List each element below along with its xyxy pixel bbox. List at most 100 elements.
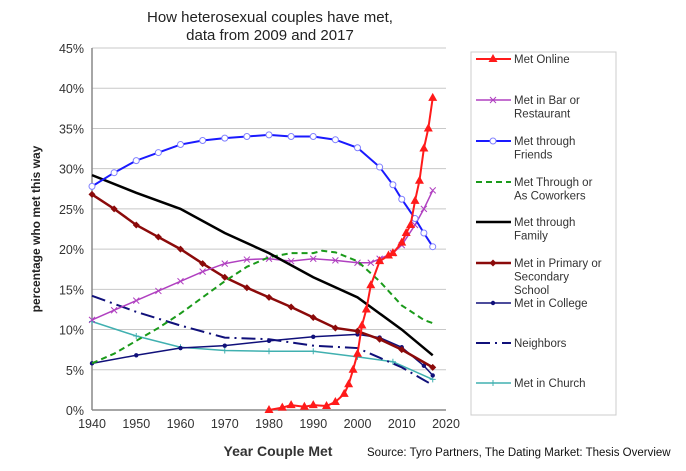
- data-point: [398, 195, 406, 203]
- data-point: [490, 300, 496, 306]
- data-point: [489, 259, 497, 267]
- data-point: [221, 347, 228, 354]
- data-point: [265, 255, 273, 263]
- y-tick-label: 30%: [59, 163, 84, 177]
- data-point: [330, 396, 340, 405]
- data-point: [265, 131, 273, 139]
- data-point: [332, 257, 339, 264]
- series-met-in-bar-or-restaurant: [88, 187, 437, 324]
- y-tick-label: 10%: [59, 324, 84, 338]
- data-point: [354, 144, 361, 152]
- data-point: [178, 345, 183, 351]
- legend-label: Met in College: [514, 298, 588, 310]
- data-point: [406, 219, 416, 228]
- data-point: [110, 169, 118, 177]
- data-point: [132, 297, 140, 304]
- data-point: [177, 245, 184, 253]
- x-tick-label: 2000: [344, 417, 372, 431]
- data-point: [489, 137, 497, 145]
- data-point: [348, 364, 358, 373]
- data-point: [430, 373, 435, 378]
- data-point: [376, 335, 384, 343]
- legend-label: Met in Bar or: [514, 95, 580, 107]
- x-tick-label: 1970: [211, 417, 239, 431]
- series-line: [91, 193, 434, 369]
- legend-item: Neighbors: [476, 338, 567, 350]
- data-point: [311, 334, 316, 339]
- y-tick-label: 45%: [59, 42, 84, 56]
- data-point: [133, 332, 140, 339]
- y-tick-label: 20%: [59, 243, 84, 257]
- chart-title-line-1: How heterosexual couples have met,: [147, 9, 393, 26]
- data-point: [110, 306, 118, 314]
- series-group: [88, 92, 438, 413]
- data-point: [310, 348, 317, 355]
- data-point: [429, 187, 437, 194]
- legend-label: Friends: [514, 150, 553, 162]
- legend: Met Online Met in Bar or Restaurant Met thr…: [476, 54, 602, 390]
- legend-label: School: [514, 285, 549, 297]
- series-met-in-church: [89, 318, 436, 383]
- series-met-in-primary-or-secondary-school: [88, 190, 437, 371]
- data-point: [353, 348, 362, 357]
- data-point: [155, 287, 162, 295]
- data-point: [357, 320, 367, 329]
- data-point: [490, 380, 496, 386]
- y-tick-label: 0%: [66, 404, 84, 418]
- data-point: [339, 388, 349, 397]
- data-point: [221, 134, 229, 142]
- legend-item: Met Online: [476, 54, 570, 66]
- data-point: [266, 348, 272, 355]
- data-point: [410, 195, 420, 204]
- data-point: [287, 303, 295, 311]
- data-point: [154, 149, 162, 157]
- data-point: [309, 132, 317, 140]
- x-axis-ticks: 1940 1950 1960 1970 1980 1990 2000 2010 2020: [78, 417, 460, 431]
- legend-box: [470, 51, 617, 416]
- data-point: [331, 324, 339, 332]
- data-point: [421, 363, 427, 368]
- y-tick-label: 25%: [59, 203, 84, 217]
- x-tick-label: 1980: [255, 417, 283, 431]
- legend-label: Restaurant: [514, 109, 571, 121]
- legend-label: Met in Church: [514, 378, 586, 390]
- data-point: [489, 96, 497, 104]
- data-point: [299, 401, 309, 410]
- series-line: [91, 249, 434, 365]
- gridlines: [92, 47, 446, 371]
- legend-item: Met through Friends: [476, 136, 575, 162]
- data-point: [488, 54, 498, 62]
- data-point: [397, 237, 407, 246]
- x-tick-label: 2020: [432, 417, 460, 431]
- data-point: [354, 327, 361, 335]
- data-point: [110, 205, 118, 213]
- y-tick-label: 15%: [59, 283, 84, 297]
- data-point: [88, 316, 96, 324]
- source-note: Source: Tyro Partners, The Dating Market…: [367, 447, 671, 459]
- data-point: [132, 221, 140, 229]
- data-point: [429, 243, 437, 251]
- y-axis-label: percentage who met this way: [29, 145, 43, 312]
- data-point: [177, 141, 184, 149]
- data-point: [376, 163, 384, 171]
- legend-label: Met through: [514, 136, 575, 148]
- data-point: [414, 175, 424, 184]
- series-line: [91, 320, 434, 381]
- data-point: [366, 280, 376, 289]
- legend-label: Met Through or: [514, 177, 593, 189]
- legend-label: Met in Primary or: [514, 258, 602, 270]
- data-point: [277, 402, 287, 411]
- y-tick-label: 5%: [66, 364, 84, 378]
- data-point: [344, 379, 354, 388]
- x-tick-label: 1990: [299, 417, 327, 431]
- data-point: [243, 132, 251, 140]
- y-tick-label: 40%: [59, 82, 84, 96]
- legend-item: Met through Family: [476, 217, 575, 243]
- data-point: [398, 346, 406, 354]
- data-point: [354, 259, 361, 267]
- legend-label: Secondary: [514, 272, 569, 284]
- data-point: [389, 358, 396, 365]
- data-point: [177, 277, 184, 285]
- series-met-through-or-as-coworkers: [91, 249, 434, 365]
